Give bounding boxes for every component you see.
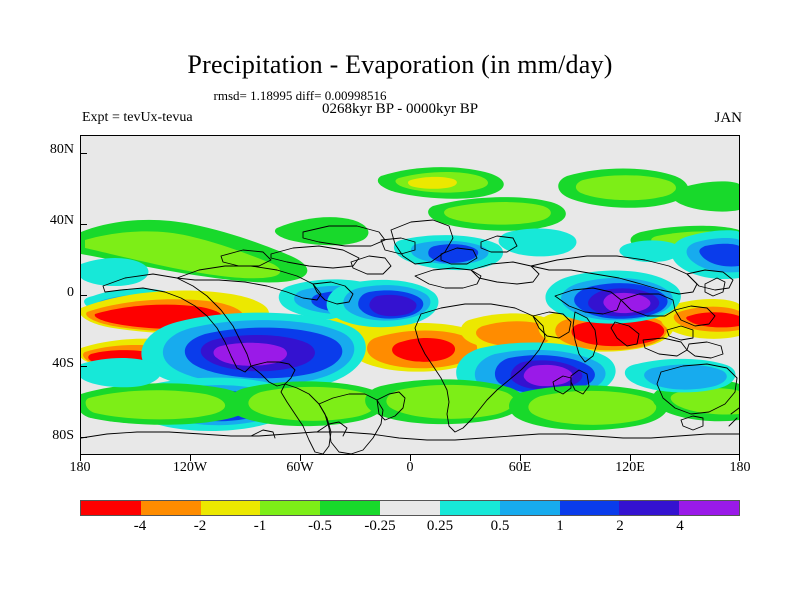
colorbar <box>80 500 740 516</box>
colorbar-tick--1: -1 <box>253 518 267 534</box>
y-tick-label-40s: 40S <box>52 356 74 371</box>
colorbar-tick-0.5: 0.5 <box>490 518 510 534</box>
y-tick-mark <box>80 366 87 367</box>
x-tick-mark <box>300 455 301 461</box>
colorbar-tick-0.25: 0.25 <box>426 518 454 534</box>
y-tick-label-40n: 40N <box>49 213 74 228</box>
colorbar-swatch-9 <box>619 501 680 515</box>
colorbar-tick--0.25: -0.25 <box>364 518 396 534</box>
x-tick-mark <box>739 455 740 461</box>
precip-evap-contour-map <box>81 136 739 454</box>
y-tick-label-0: 0 <box>67 285 74 300</box>
period-annotation: 0268kyr BP - 0000kyr BP <box>321 101 479 117</box>
colorbar-swatch-8 <box>559 501 620 515</box>
colorbar-swatch-4 <box>320 501 381 515</box>
colorbar-swatch-2 <box>200 501 261 515</box>
y-tick-mark <box>80 224 87 225</box>
y-tick-mark <box>80 295 87 296</box>
colorbar-swatch-6 <box>439 501 500 515</box>
chart-title: Precipitation - Evaporation (in mm/day) <box>187 50 613 79</box>
coastlines <box>81 219 739 454</box>
x-tick-label-180e: 180 <box>729 460 751 475</box>
x-tick-mark <box>80 455 81 461</box>
colorbar-tick--0.5: -0.5 <box>308 518 332 534</box>
x-tick-mark <box>190 455 191 461</box>
colorbar-swatch-3 <box>260 501 321 515</box>
y-tick-mark <box>80 437 87 438</box>
colorbar-swatch-0 <box>81 501 141 515</box>
colorbar-tick-4: 4 <box>676 518 684 534</box>
colorbar-tick-1: 1 <box>556 518 564 534</box>
x-tick-label-120e: 120E <box>615 460 645 475</box>
colorbar-swatch-7 <box>499 501 560 515</box>
y-tick-mark <box>80 153 87 154</box>
x-tick-label-60e: 60E <box>508 460 532 475</box>
x-tick-label-60w: 60W <box>286 460 314 475</box>
colorbar-tick-2: 2 <box>616 518 624 534</box>
colorbar-swatch-10 <box>679 501 739 515</box>
x-tick-label-0: 0 <box>406 460 414 475</box>
colorbar-tick--4: -4 <box>133 518 147 534</box>
colorbar-swatch-1 <box>140 501 201 515</box>
stats-annotation: rmsd= 1.18995 diff= 0.00998516 <box>213 88 387 103</box>
experiment-label: Expt = tevUx-tevua <box>82 110 193 125</box>
x-tick-mark <box>520 455 521 461</box>
x-tick-mark <box>630 455 631 461</box>
x-tick-label-180w: 180 <box>69 460 91 475</box>
x-tick-label-120w: 120W <box>172 460 208 475</box>
y-tick-label-80n: 80N <box>49 142 74 157</box>
map-plot-area <box>80 135 740 455</box>
colorbar-tick--2: -2 <box>193 518 207 534</box>
y-tick-label-80s: 80S <box>52 428 74 443</box>
colorbar-swatch-5 <box>380 501 440 515</box>
x-tick-mark <box>410 455 411 461</box>
month-label: JAN <box>714 110 742 126</box>
